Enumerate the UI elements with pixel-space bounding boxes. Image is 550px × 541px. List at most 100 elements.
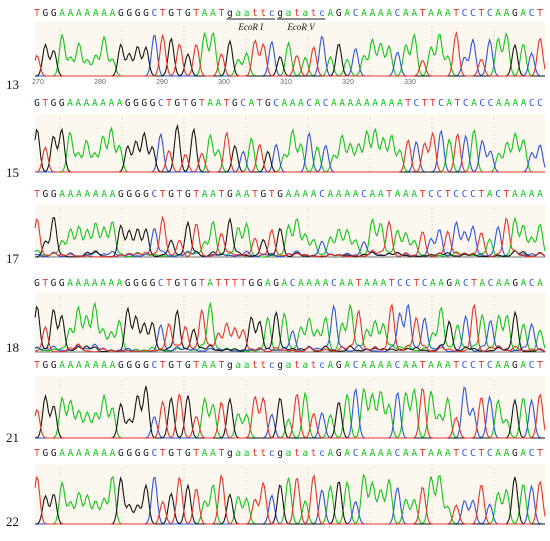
base-letter: A bbox=[504, 278, 510, 289]
base-letter: G bbox=[168, 189, 174, 200]
base-letter: G bbox=[118, 189, 124, 200]
base-letter: A bbox=[339, 98, 345, 109]
panel-background bbox=[35, 376, 545, 438]
base-letter: A bbox=[428, 360, 434, 371]
base-letter: A bbox=[521, 98, 527, 109]
trace-c bbox=[34, 303, 546, 353]
base-letter: A bbox=[101, 360, 107, 371]
base-letter: A bbox=[437, 8, 443, 19]
base-letter: C bbox=[437, 189, 443, 200]
base-letter: T bbox=[420, 8, 426, 19]
base-letter: A bbox=[520, 360, 526, 371]
base-letter: c bbox=[319, 8, 325, 19]
base-letter: A bbox=[210, 360, 216, 371]
base-letter: A bbox=[446, 98, 452, 109]
base-letter: g bbox=[277, 360, 283, 371]
base-letter: A bbox=[100, 98, 106, 109]
base-letter: C bbox=[151, 448, 157, 459]
base-letter: A bbox=[210, 8, 216, 19]
position-tick-label: 300 bbox=[218, 79, 230, 86]
base-letter: A bbox=[445, 448, 451, 459]
base-letter: A bbox=[537, 278, 543, 289]
base-letter: C bbox=[331, 278, 337, 289]
position-tick-label: 330 bbox=[404, 79, 416, 86]
base-letter: a bbox=[286, 8, 292, 19]
base-letter: A bbox=[380, 278, 386, 289]
base-letter: A bbox=[537, 189, 543, 200]
base-letter: t bbox=[311, 360, 317, 371]
base-letter: G bbox=[185, 189, 191, 200]
base-letter: A bbox=[520, 448, 526, 459]
base-letter: T bbox=[232, 278, 238, 289]
base-letter: G bbox=[191, 278, 197, 289]
base-letter: G bbox=[51, 189, 57, 200]
base-letter: G bbox=[126, 8, 132, 19]
base-letter: t bbox=[252, 8, 258, 19]
base-letter: A bbox=[298, 98, 304, 109]
base-letter: A bbox=[520, 189, 526, 200]
base-letter: A bbox=[403, 189, 409, 200]
trace-a bbox=[34, 301, 546, 353]
base-letter: C bbox=[487, 360, 493, 371]
base-letter: C bbox=[158, 98, 164, 109]
base-letter: A bbox=[311, 189, 317, 200]
base-letter: A bbox=[428, 8, 434, 19]
base-letter: A bbox=[520, 8, 526, 19]
base-letter: C bbox=[353, 8, 359, 19]
base-letter: G bbox=[51, 278, 57, 289]
base-letter: T bbox=[445, 189, 451, 200]
base-letter: A bbox=[59, 448, 65, 459]
base-letter: A bbox=[521, 278, 527, 289]
base-letter: C bbox=[470, 8, 476, 19]
base-letter: T bbox=[453, 360, 459, 371]
base-letter: C bbox=[463, 98, 469, 109]
base-letter: G bbox=[135, 189, 141, 200]
base-letter: A bbox=[210, 189, 216, 200]
base-letter: C bbox=[353, 448, 359, 459]
base-letter: C bbox=[422, 278, 428, 289]
base-letter: T bbox=[42, 278, 48, 289]
base-letter: A bbox=[471, 98, 477, 109]
base-letter: A bbox=[67, 98, 73, 109]
base-letter: G bbox=[512, 448, 518, 459]
base-letter: A bbox=[302, 189, 308, 200]
base-letter: T bbox=[478, 8, 484, 19]
panel-background bbox=[35, 464, 545, 524]
base-letter: A bbox=[76, 8, 82, 19]
base-letter: G bbox=[249, 278, 255, 289]
base-letter: C bbox=[487, 8, 493, 19]
base-letter: A bbox=[344, 8, 350, 19]
base-letter: G bbox=[273, 278, 279, 289]
base-letter: A bbox=[361, 448, 367, 459]
base-letter: G bbox=[512, 8, 518, 19]
base-letter: T bbox=[453, 8, 459, 19]
base-letter: g bbox=[227, 8, 233, 19]
base-letter: a bbox=[244, 8, 250, 19]
base-letter: C bbox=[413, 98, 419, 109]
base-letter: G bbox=[260, 189, 266, 200]
base-letter: G bbox=[51, 98, 57, 109]
base-letter: A bbox=[101, 189, 107, 200]
base-letter: t bbox=[260, 8, 266, 19]
base-letter: C bbox=[462, 8, 468, 19]
base-letter: A bbox=[265, 278, 271, 289]
panel-label: 21 bbox=[6, 430, 19, 445]
base-letter: T bbox=[219, 8, 225, 19]
base-letter: t bbox=[294, 8, 300, 19]
restriction-site-label: EcoR I bbox=[237, 22, 264, 32]
base-letter: A bbox=[397, 98, 403, 109]
base-letter: t bbox=[252, 448, 258, 459]
base-letter: T bbox=[166, 98, 172, 109]
base-letter: G bbox=[446, 278, 452, 289]
base-letter: G bbox=[191, 98, 197, 109]
trace-g bbox=[34, 37, 545, 77]
base-letter: A bbox=[364, 98, 370, 109]
base-letter: t bbox=[252, 360, 258, 371]
base-letter: a bbox=[302, 360, 308, 371]
base-letter: A bbox=[101, 448, 107, 459]
base-letter: A bbox=[328, 448, 334, 459]
trace-g bbox=[34, 476, 545, 525]
